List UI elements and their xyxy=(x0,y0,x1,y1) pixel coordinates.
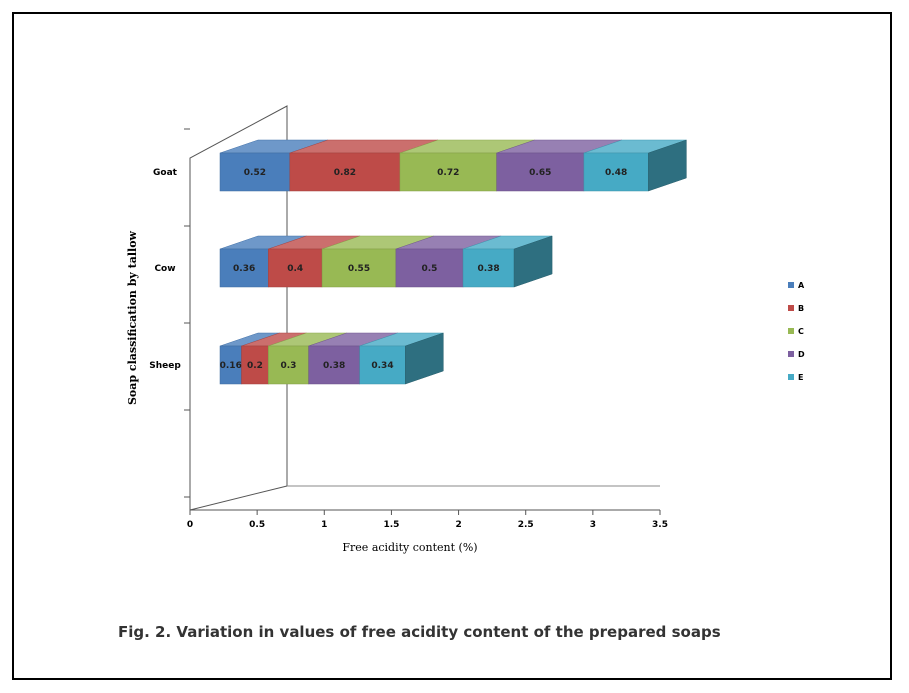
data-label-goat-b: 0.82 xyxy=(334,168,356,178)
legend-swatch-e xyxy=(788,374,794,380)
legend-swatch-a xyxy=(788,282,794,288)
category-label-sheep: Sheep xyxy=(149,361,181,371)
bar-sheep-c xyxy=(268,345,309,385)
bar-sheep-e xyxy=(359,345,406,385)
category-label-cow: Cow xyxy=(154,264,175,274)
bar-cow-d xyxy=(395,248,464,288)
data-label-cow-e: 0.38 xyxy=(477,264,499,274)
x-axis-title: Free acidity content (%) xyxy=(342,541,477,554)
legend-label-c: C xyxy=(798,327,804,336)
legend-label-e: E xyxy=(798,373,803,382)
x-tick-label: 2 xyxy=(455,520,461,530)
data-label-cow-a: 0.36 xyxy=(233,264,255,274)
data-label-sheep-c: 0.3 xyxy=(281,361,297,371)
data-label-sheep-b: 0.2 xyxy=(247,361,263,371)
bar-cow-a xyxy=(219,248,269,288)
x-tick-label: 3.5 xyxy=(652,520,668,530)
x-tick-label: 2.5 xyxy=(518,520,534,530)
data-label-sheep-a: 0.16 xyxy=(220,361,242,371)
data-label-cow-d: 0.5 xyxy=(422,264,438,274)
data-label-goat-a: 0.52 xyxy=(244,168,266,178)
chart-floor-edge xyxy=(189,485,288,511)
data-label-goat-e: 0.48 xyxy=(605,168,627,178)
x-tick-label: 0.5 xyxy=(249,520,265,530)
bar-goat-c xyxy=(399,152,497,192)
data-label-goat-c: 0.72 xyxy=(437,168,459,178)
bar-cow-c xyxy=(321,248,397,288)
y-axis-title: Soap classification by tallow xyxy=(126,230,139,405)
bar-sheep-d xyxy=(308,345,360,385)
bar-goat-a xyxy=(219,152,291,192)
legend-swatch-d xyxy=(788,351,794,357)
data-label-cow-c: 0.55 xyxy=(348,264,370,274)
x-tick-label: 1.5 xyxy=(383,520,399,530)
data-label-sheep-e: 0.34 xyxy=(371,361,393,371)
bar-goat-e xyxy=(583,152,649,192)
chart-wall-outline xyxy=(189,105,288,510)
legend-label-b: B xyxy=(798,304,804,313)
bar-end-cow xyxy=(513,235,553,288)
legend-swatch-b xyxy=(788,305,794,311)
figure-frame xyxy=(12,12,892,680)
data-label-cow-b: 0.4 xyxy=(287,264,303,274)
x-tick-label: 1 xyxy=(321,520,327,530)
category-label-goat: Goat xyxy=(153,168,178,178)
data-label-sheep-d: 0.38 xyxy=(323,361,345,371)
bar-cow-b xyxy=(268,248,323,288)
bar-goat-b xyxy=(289,152,401,192)
bar-sheep-b xyxy=(241,345,269,385)
legend-label-a: A xyxy=(798,281,805,290)
legend-swatch-c xyxy=(788,328,794,334)
figure-caption: Fig. 2. Variation in values of free acid… xyxy=(118,623,721,641)
bar-end-sheep xyxy=(405,332,444,385)
data-label-goat-d: 0.65 xyxy=(529,168,551,178)
legend-label-d: D xyxy=(798,350,805,359)
x-tick-label: 0 xyxy=(187,520,193,530)
bar-end-goat xyxy=(648,139,687,192)
x-tick-label: 3 xyxy=(590,520,596,530)
